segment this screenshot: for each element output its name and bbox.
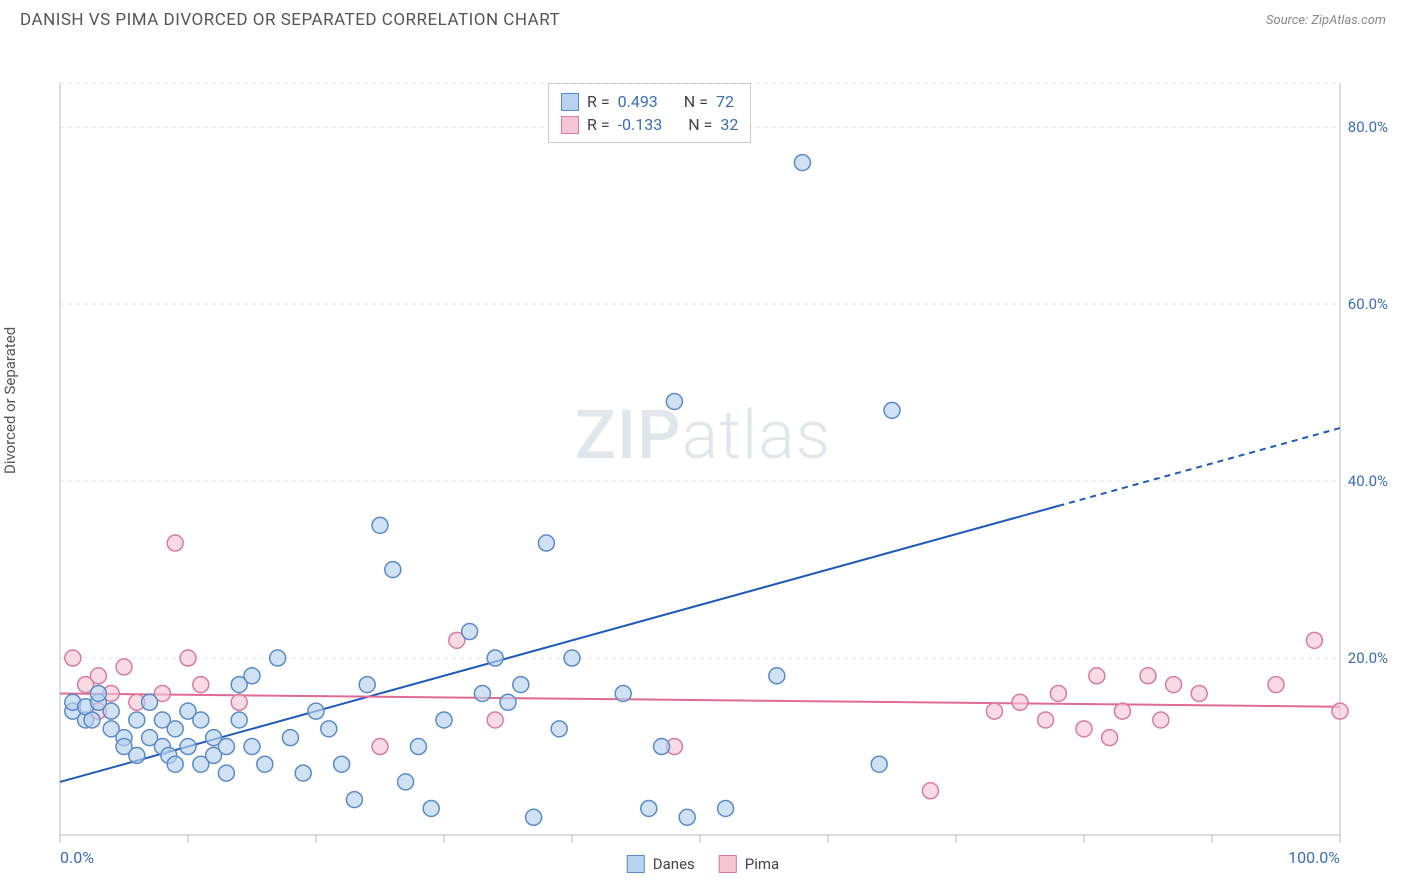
svg-text:80.0%: 80.0% — [1348, 118, 1388, 136]
n-label: N = — [688, 115, 712, 134]
x-legend: Danes Pima — [627, 855, 779, 873]
svg-text:100.0%: 100.0% — [1288, 848, 1340, 867]
svg-text:0.0%: 0.0% — [60, 848, 94, 867]
n-label: N = — [684, 92, 708, 111]
stats-row-pima: R = -0.133 N = 32 — [561, 113, 738, 136]
danes-swatch-icon — [627, 855, 645, 873]
svg-text:20.0%: 20.0% — [1348, 649, 1388, 667]
stats-row-danes: R = 0.493 N = 72 — [561, 90, 738, 113]
chart-source: Source: ZipAtlas.com — [1266, 13, 1386, 28]
r-value-danes: 0.493 — [618, 92, 658, 111]
legend-label-pima: Pima — [745, 855, 779, 873]
chart-container: Divorced or Separated ZIPatlas 0.0%100.0… — [0, 35, 1406, 885]
legend-item-pima: Pima — [719, 855, 779, 873]
legend-item-danes: Danes — [627, 855, 695, 873]
pima-swatch-icon — [561, 116, 579, 134]
svg-text:60.0%: 60.0% — [1348, 295, 1388, 313]
legend-label-danes: Danes — [653, 855, 695, 873]
n-value-pima: 32 — [720, 115, 738, 134]
chart-title: DANISH VS PIMA DIVORCED OR SEPARATED COR… — [20, 10, 560, 30]
svg-text:40.0%: 40.0% — [1348, 472, 1388, 490]
scatter-chart: 0.0% 100.0% 20.0% 40.0% 60.0% 80.0% — [0, 35, 1406, 885]
r-label: R = — [587, 115, 610, 134]
r-label: R = — [587, 92, 610, 111]
stats-legend-box: R = 0.493 N = 72 R = -0.133 N = 32 — [548, 83, 751, 143]
danes-swatch-icon — [561, 93, 579, 111]
r-value-pima: -0.133 — [618, 115, 663, 134]
n-value-danes: 72 — [716, 92, 734, 111]
pima-swatch-icon — [719, 855, 737, 873]
